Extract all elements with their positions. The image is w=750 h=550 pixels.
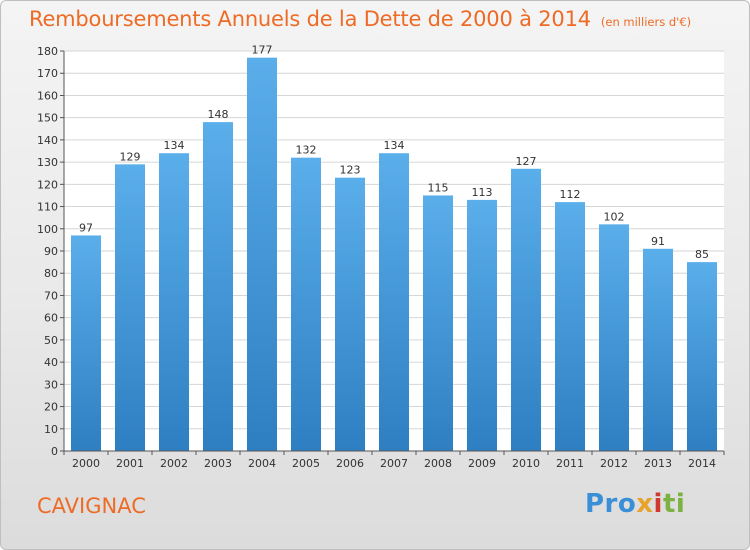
y-tick-label: 150: [37, 112, 58, 125]
x-tick-label: 2000: [72, 457, 100, 470]
logo-part-2: x: [636, 489, 654, 519]
y-tick-label: 80: [44, 267, 58, 280]
value-label-2001: 129: [120, 150, 141, 163]
bar-2014: [687, 262, 717, 451]
x-tick-label: 2010: [512, 457, 540, 470]
x-tick-label: 2003: [204, 457, 232, 470]
y-tick-label: 60: [44, 312, 58, 325]
y-tick-label: 20: [44, 401, 58, 414]
value-label-2010: 127: [516, 155, 537, 168]
value-labels: 97 129 134 148 177 132 123 134 115 113 127 112 102 91…: [79, 44, 709, 261]
y-tick-label: 40: [44, 356, 58, 369]
bar-2005: [291, 157, 321, 451]
y-tick-label: 170: [37, 67, 58, 80]
x-tick-label: 2009: [468, 457, 496, 470]
value-label-2007: 134: [384, 139, 405, 152]
bar-2012: [599, 224, 629, 451]
bar-2009: [467, 199, 497, 451]
bar-2000: [71, 235, 101, 451]
bar-2013: [643, 248, 673, 451]
y-tick-label: 10: [44, 423, 58, 436]
value-label-2011: 112: [560, 188, 581, 201]
value-label-2013: 91: [651, 235, 665, 248]
x-tick-label: 2013: [644, 457, 672, 470]
bar-2011: [555, 202, 585, 451]
y-tick-label: 140: [37, 134, 58, 147]
y-tick-label: 160: [37, 89, 58, 102]
logo-part-3: i: [653, 489, 663, 519]
value-label-2005: 132: [296, 144, 317, 157]
x-tick-label: 2002: [160, 457, 188, 470]
y-tick-label: 70: [44, 289, 58, 302]
y-tick-label: 130: [37, 156, 58, 169]
y-tick-label: 110: [37, 201, 58, 214]
chart-unit-label: (en milliers d'€): [600, 15, 692, 29]
value-label-2002: 134: [164, 139, 185, 152]
x-tick-label: 2012: [600, 457, 628, 470]
chart-title: Remboursements Annuels de la Dette de 20…: [29, 7, 691, 31]
x-axis: 2000 2001 2002 2003 2004 2005 2006 2007 2008 2009…: [63, 450, 725, 470]
y-tick-label: 0: [51, 445, 58, 458]
bar-2003: [203, 122, 233, 451]
value-label-2004: 177: [252, 44, 273, 57]
bar-2008: [423, 195, 453, 451]
bar-2001: [115, 164, 145, 452]
y-tick-label: 30: [44, 378, 58, 391]
bar-2010: [511, 168, 541, 451]
value-label-2008: 115: [428, 181, 449, 194]
x-tick-label: 2008: [424, 457, 452, 470]
bar-2004: [247, 57, 277, 452]
value-label-2009: 113: [472, 186, 493, 199]
value-label-2003: 148: [208, 108, 229, 121]
y-tick-label: 90: [44, 245, 58, 258]
proxiti-logo[interactable]: Proxiti: [585, 489, 685, 519]
y-tick-label: 180: [37, 45, 58, 58]
place-name: CAVIGNAC: [37, 494, 146, 518]
y-axis: 0 10 20 30 40 50 60 70 80 90 100 110 120 130 140 150 160…: [37, 45, 65, 458]
bar-2002: [159, 153, 189, 451]
x-tick-label: 2001: [116, 457, 144, 470]
logo-part-1: Pro: [585, 489, 637, 519]
bars: [71, 57, 717, 452]
x-tick-label: 2014: [688, 457, 716, 470]
value-label-2006: 123: [340, 164, 361, 177]
value-label-2000: 97: [79, 221, 93, 234]
chart-title-text: Remboursements Annuels de la Dette de 20…: [29, 7, 591, 31]
y-tick-label: 50: [44, 334, 58, 347]
value-label-2012: 102: [604, 210, 625, 223]
x-tick-label: 2006: [336, 457, 364, 470]
x-tick-label: 2007: [380, 457, 408, 470]
bar-2006: [335, 177, 365, 451]
y-tick-label: 100: [37, 223, 58, 236]
x-tick-label: 2004: [248, 457, 276, 470]
value-label-2014: 85: [695, 248, 709, 261]
bar-2007: [379, 153, 409, 451]
x-tick-label: 2011: [556, 457, 584, 470]
x-tick-label: 2005: [292, 457, 320, 470]
y-tick-label: 120: [37, 178, 58, 191]
logo-part-4: ti: [662, 489, 686, 519]
